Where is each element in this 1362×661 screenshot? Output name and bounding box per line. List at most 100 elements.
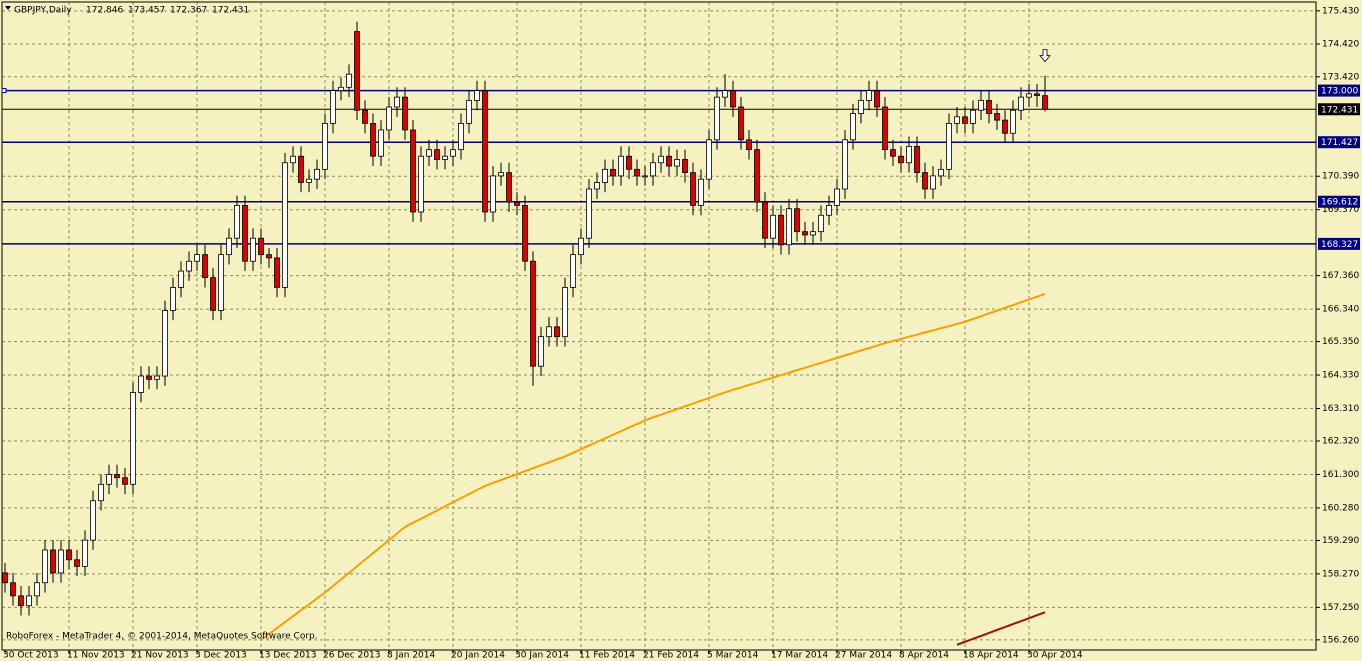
candle-body: [538, 336, 544, 367]
x-tick-label: 27 Mar 2014: [835, 651, 892, 661]
candle-body: [866, 90, 872, 101]
candle-body: [242, 205, 248, 262]
candle-body: [858, 100, 864, 114]
candle-body: [338, 86, 344, 91]
candle-body: [690, 172, 696, 206]
candle-body: [554, 326, 560, 338]
candle-body: [482, 90, 488, 213]
candle-body: [834, 188, 840, 206]
candle-body: [546, 326, 552, 338]
level-label: 168.327: [1321, 240, 1358, 250]
level-label-box: [1318, 84, 1360, 97]
x-tick-label: 8 Jan 2014: [387, 651, 435, 661]
candle-body: [634, 168, 640, 177]
candle-body: [666, 155, 672, 167]
candle-body: [594, 182, 600, 190]
y-tick-label: 163.310: [1322, 404, 1359, 414]
x-tick-label: 5 Mar 2014: [707, 651, 759, 661]
candle-body: [178, 270, 184, 288]
candle-body: [2, 572, 8, 584]
level-label: 173.000: [1321, 87, 1358, 97]
x-tick-label: 21 Feb 2014: [643, 651, 699, 661]
x-tick-label: 30 Apr 2014: [1027, 651, 1083, 661]
candle-body: [146, 375, 152, 380]
candle-body: [802, 231, 808, 236]
y-tick-label: 162.320: [1322, 436, 1359, 446]
candle-body: [226, 237, 232, 256]
y-tick-label: 156.260: [1322, 635, 1359, 645]
candle-body: [418, 155, 424, 213]
candle-body: [826, 205, 832, 216]
candle-body: [618, 155, 624, 177]
y-tick-label: 173.420: [1322, 72, 1359, 82]
candle-body: [138, 375, 144, 393]
y-tick-label: 164.330: [1322, 371, 1359, 381]
x-tick-label: 13 Dec 2013: [259, 651, 317, 661]
candle-body: [82, 539, 88, 567]
level-label: 171.427: [1321, 138, 1358, 148]
candle-body: [922, 172, 928, 190]
candle-body: [778, 214, 784, 246]
y-tick-label: 159.290: [1322, 536, 1359, 546]
candle-body: [938, 168, 944, 177]
candle-body: [106, 474, 112, 485]
candle-body: [674, 159, 680, 167]
x-tick-label: 20 Jan 2014: [451, 651, 505, 661]
candle-body: [874, 90, 880, 108]
candle-body: [970, 109, 976, 124]
title-icon: [5, 6, 11, 10]
candle-body: [394, 96, 400, 108]
y-tick-label: 170.390: [1322, 172, 1359, 182]
candle-body: [562, 287, 568, 338]
candle-body: [74, 559, 80, 567]
candle-body: [762, 201, 768, 239]
candle-body: [186, 260, 192, 272]
candle-body: [1002, 119, 1008, 134]
y-tick-label: 174.420: [1322, 39, 1359, 49]
candle-body: [450, 149, 456, 157]
candle-body: [306, 178, 312, 183]
x-tick-label: 26 Dec 2013: [323, 651, 381, 661]
candle-body: [130, 392, 136, 485]
candle-body: [986, 100, 992, 114]
candle-body: [946, 122, 952, 170]
candle-body: [218, 254, 224, 311]
candle-body: [930, 175, 936, 190]
y-tick-label: 167.360: [1322, 271, 1359, 281]
candle-body: [786, 208, 792, 246]
y-tick-label: 158.270: [1322, 569, 1359, 579]
candle-body: [274, 257, 280, 288]
candle-body: [426, 149, 432, 157]
candle-body: [194, 254, 200, 262]
moving-average: [956, 611, 1046, 646]
candle-body: [706, 139, 712, 180]
candle-body: [722, 90, 728, 98]
level-handle: [1, 88, 7, 94]
candle-body: [730, 90, 736, 108]
candle-body: [794, 208, 800, 233]
candle-body: [610, 168, 616, 177]
candle-body: [906, 145, 912, 164]
candle-body: [434, 149, 440, 160]
header-value: 172.846: [86, 6, 123, 16]
candle-body: [978, 100, 984, 111]
candle-body: [290, 155, 296, 164]
candle-body: [18, 595, 24, 607]
x-tick-label: 11 Nov 2013: [67, 651, 125, 661]
candle-body: [250, 237, 256, 262]
candle-body: [66, 549, 72, 561]
candle-body: [202, 254, 208, 279]
candle-body: [626, 155, 632, 170]
candle-body: [522, 205, 528, 262]
y-tick-label: 161.300: [1322, 470, 1359, 480]
candle-body: [882, 106, 888, 151]
y-tick-label: 160.280: [1322, 503, 1359, 513]
candle-body: [154, 375, 160, 380]
candle-body: [322, 122, 328, 170]
candle-body: [994, 113, 1000, 121]
candle-body: [370, 122, 376, 157]
candle-body: [954, 116, 960, 124]
